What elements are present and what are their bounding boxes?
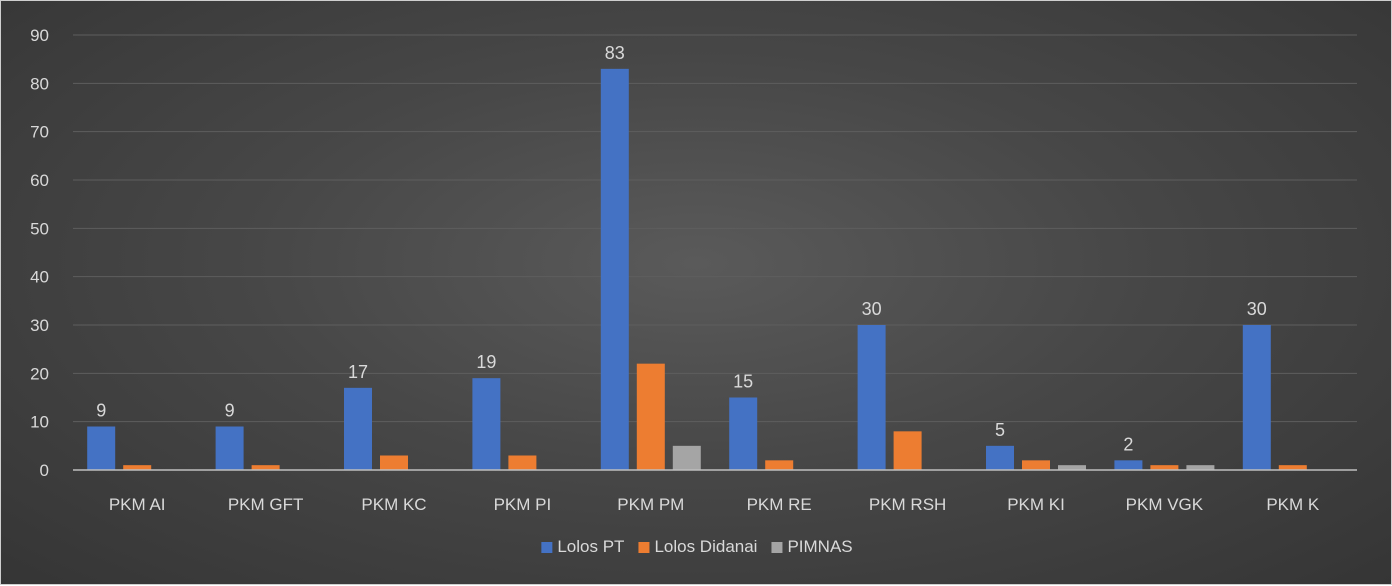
bar-lolos-didanai-pkm-pm	[636, 363, 665, 470]
legend-label: Lolos Didanai	[654, 537, 757, 556]
y-tick-label: 50	[30, 219, 49, 238]
legend-swatch	[541, 542, 553, 553]
y-tick-label: 40	[30, 268, 49, 287]
bar-lolos-pt-pkm-re	[729, 397, 758, 470]
x-tick-label: PKM K	[1266, 495, 1320, 514]
x-tick-label: PKM PI	[494, 495, 552, 514]
bar-lolos-pt-pkm-ki	[986, 445, 1014, 470]
data-labels: 9 9 17 19 83 15 30 5 2 30	[96, 43, 1267, 455]
bar-lolos-didanai-pkm-kc	[380, 455, 408, 470]
x-tick-label: PKM AI	[109, 495, 166, 514]
bar-lolos-pt-pkm-gft	[215, 426, 244, 470]
legend-item: Lolos Didanai	[638, 537, 757, 556]
bar-lolos-didanai-pkm-pi	[508, 455, 537, 470]
y-tick-label: 10	[30, 413, 49, 432]
bar-lolos-didanai-pkm-vgk	[1150, 465, 1179, 470]
bar-lolos-didanai-pkm-rsh	[893, 431, 922, 470]
legend-label: PIMNAS	[787, 537, 852, 556]
legend-swatch	[638, 542, 650, 553]
x-tick-label: PKM VGK	[1126, 495, 1204, 514]
bar-lolos-didanai-pkm-re	[765, 460, 794, 470]
y-axis-ticks: 0 10 20 30 40 50 60 70 80 90	[30, 26, 49, 480]
bar-lolos-pt-pkm-pi	[472, 378, 501, 470]
data-label: 2	[1123, 434, 1133, 454]
data-label: 30	[1247, 299, 1267, 319]
data-label: 9	[225, 401, 235, 421]
bar-lolos-didanai-pkm-ki	[1022, 460, 1050, 470]
legend: Lolos PT Lolos Didanai PIMNAS	[541, 537, 853, 556]
data-label: 15	[733, 372, 753, 392]
bars	[87, 68, 1307, 470]
data-label: 19	[476, 352, 496, 372]
bar-lolos-pt-pkm-vgk	[1114, 460, 1143, 470]
y-tick-label: 20	[30, 364, 49, 383]
bar-pimnas-pkm-pm	[672, 445, 701, 470]
legend-label: Lolos PT	[557, 537, 624, 556]
bar-pimnas-pkm-vgk	[1186, 465, 1215, 470]
bar-pimnas-pkm-ki	[1058, 465, 1086, 470]
data-label: 5	[995, 420, 1005, 440]
bar-lolos-pt-pkm-kc	[344, 387, 372, 470]
legend-swatch	[771, 542, 783, 553]
legend-item: Lolos PT	[541, 537, 624, 556]
y-tick-label: 60	[30, 171, 49, 190]
bar-lolos-pt-pkm-pm	[600, 68, 629, 470]
x-tick-label: PKM KC	[361, 495, 426, 514]
bar-lolos-didanai-pkm-k	[1278, 465, 1307, 470]
x-tick-label: PKM RSH	[869, 495, 946, 514]
x-axis-ticks: PKM AI PKM GFT PKM KC PKM PI PKM PM PKM RE PKM…	[109, 495, 1320, 514]
data-label: 9	[96, 401, 106, 421]
x-tick-label: PKM KI	[1007, 495, 1065, 514]
y-tick-label: 70	[30, 123, 49, 142]
x-tick-label: PKM RE	[747, 495, 812, 514]
x-tick-label: PKM PM	[617, 495, 684, 514]
y-tick-label: 30	[30, 316, 49, 335]
bar-lolos-didanai-pkm-ai	[123, 465, 152, 470]
bar-lolos-pt-pkm-k	[1242, 325, 1271, 470]
bar-lolos-pt-pkm-rsh	[857, 325, 886, 470]
data-label: 17	[348, 362, 368, 382]
legend-item: PIMNAS	[771, 537, 853, 556]
data-label: 83	[605, 43, 625, 63]
x-tick-label: PKM GFT	[228, 495, 304, 514]
y-tick-label: 0	[40, 461, 49, 480]
data-label: 30	[862, 299, 882, 319]
gridlines	[73, 34, 1357, 423]
bar-lolos-didanai-pkm-gft	[251, 465, 280, 470]
y-tick-label: 80	[30, 74, 49, 93]
y-tick-label: 90	[30, 26, 49, 45]
bar-lolos-pt-pkm-ai	[87, 426, 116, 470]
